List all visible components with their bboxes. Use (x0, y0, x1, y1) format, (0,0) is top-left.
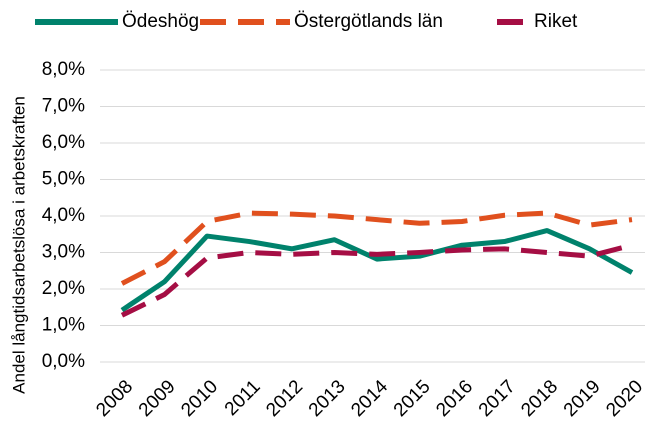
y-tick-label: 1,0% (42, 315, 85, 336)
legend-label: Östergötlands län (294, 11, 443, 32)
y-tick-label: 4,0% (42, 205, 85, 226)
x-tick-label: 2019 (560, 376, 605, 421)
legend-label: Riket (534, 11, 578, 32)
series-line (120, 242, 633, 318)
y-tick-label: 8,0% (42, 59, 85, 80)
x-tick-label: 2017 (475, 376, 520, 421)
x-tick-label: 2010 (177, 376, 222, 421)
legend-label: Ödeshög (122, 11, 199, 32)
x-tick-label: 2020 (602, 376, 647, 421)
y-tick-label: 6,0% (42, 132, 85, 153)
y-tick-label: 3,0% (42, 242, 85, 263)
series-line (120, 210, 633, 286)
x-tick-label: 2008 (92, 376, 137, 421)
y-tick-label: 7,0% (42, 96, 85, 117)
x-tick-label: 2011 (221, 376, 265, 420)
y-tick-label: 0,0% (42, 351, 85, 372)
x-tick-label: 2014 (347, 376, 392, 421)
x-tick-label: 2016 (432, 376, 477, 421)
x-tick-label: 2012 (262, 376, 307, 421)
x-tick-label: 2018 (517, 376, 562, 421)
y-tick-label: 5,0% (42, 169, 85, 190)
x-tick-label: 2015 (390, 376, 435, 421)
y-tick-label: 2,0% (42, 278, 85, 299)
y-axis-label: Andel långtidsarbetslösa i arbetskraften (9, 96, 28, 394)
x-tick-label: 2009 (135, 376, 180, 421)
series-line (120, 228, 634, 313)
x-tick-label: 2013 (305, 376, 350, 421)
